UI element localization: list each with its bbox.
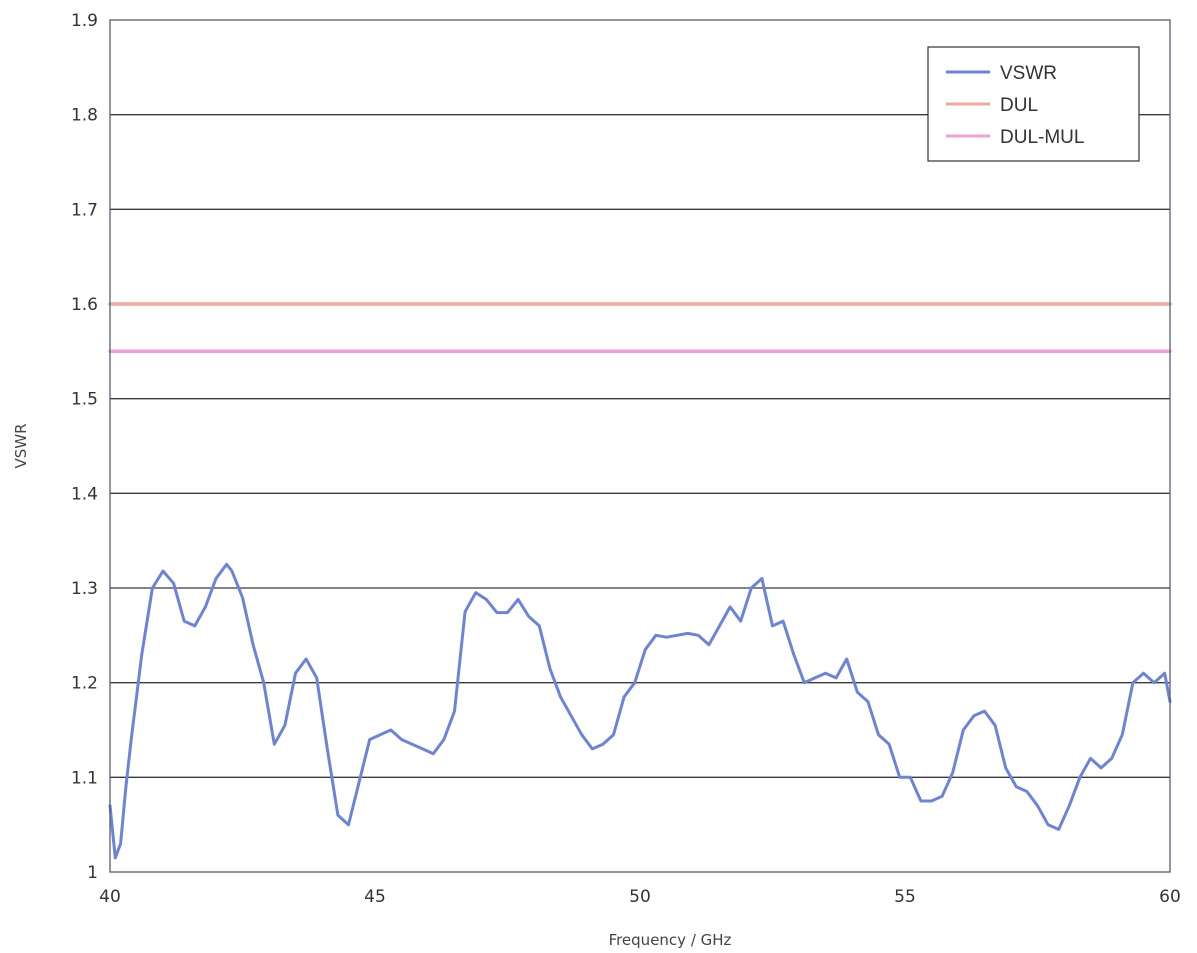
x-tick-label: 55 [894,887,916,907]
legend-label-vswr: VSWR [1000,63,1057,84]
plot-frame [109,19,1171,873]
x-tick-labels: 40 45 50 55 60 [99,887,1181,907]
series-layer [108,302,1172,860]
x-tick-label: 40 [99,887,121,907]
legend-label-dul-mul: DUL-MUL [1000,127,1084,148]
legend-items: VSWR DUL DUL-MUL [946,63,1084,148]
y-tick-label: 1.1 [71,768,98,788]
x-tick-label: 45 [364,887,386,907]
y-tick-label: 1.5 [71,390,98,410]
legend-label-dul: DUL [1000,95,1038,116]
y-tick-labels: 1 1.1 1.2 1.3 1.4 1.5 1.6 1.7 1.8 1.9 [71,11,98,883]
legend: VSWR DUL DUL-MUL [927,46,1140,162]
y-axis-label: VSWR [12,423,30,468]
y-tick-label: 1.3 [71,579,98,599]
series-line-vswr [108,562,1172,860]
y-tick-label: 1 [87,863,98,883]
y-tick-label: 1.6 [71,295,98,315]
x-tick-label: 50 [629,887,651,907]
x-axis-label: Frequency / GHz [609,931,732,949]
y-tick-label: 1.8 [71,106,98,126]
y-tick-label: 1.2 [71,674,98,694]
x-tick-label: 60 [1159,887,1181,907]
y-tick-label: 1.9 [71,11,98,31]
grid-lines [110,114,1170,778]
y-tick-label: 1.7 [71,200,98,220]
y-tick-label: 1.4 [71,484,98,504]
